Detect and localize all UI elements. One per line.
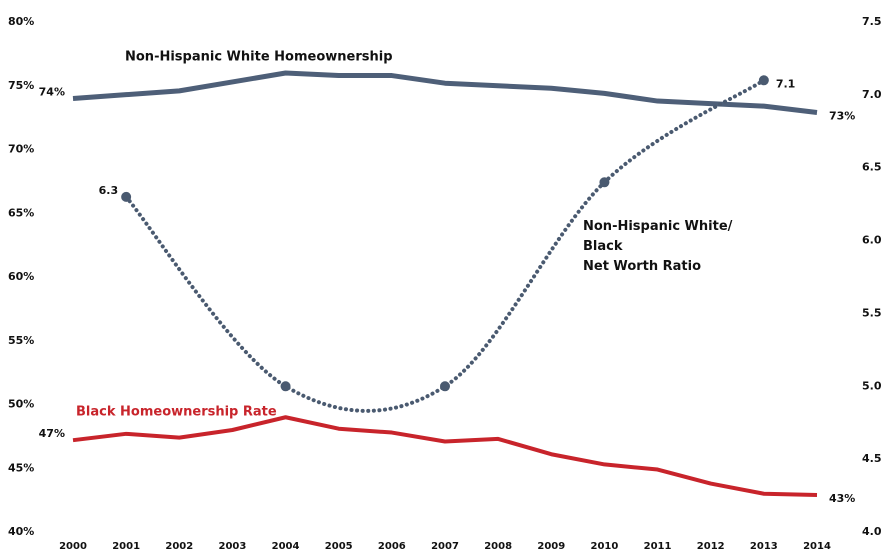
x-tick-label: 2011 (644, 541, 672, 552)
y-tick-label: 45% (8, 461, 34, 474)
series-annotation: Non-Hispanic White/Black Net Worth Ratio (583, 219, 733, 274)
annotation-line: Non-Hispanic White/ (583, 219, 733, 234)
ratio-point (758, 75, 769, 86)
ratio-point (440, 381, 450, 392)
y-tick-label: 65% (8, 206, 34, 219)
ratio-point (121, 191, 132, 202)
value-label: 43% (829, 492, 855, 505)
x-tick-label: 2005 (325, 541, 353, 552)
ratio-point (280, 381, 291, 392)
ratio-point (599, 177, 610, 188)
y-tick-label: 80% (8, 15, 34, 28)
x-tick-label: 2000 (59, 541, 87, 552)
value-label: 6.3 (99, 184, 119, 197)
value-label: 74% (39, 86, 65, 99)
x-tick-label: 2006 (378, 541, 406, 552)
value-label: 7.1 (776, 77, 796, 90)
series-annotation: Black Homeownership Rate (76, 405, 277, 420)
series-line (72, 70, 818, 116)
x-tick-label: 2012 (697, 541, 725, 552)
annotation-line: Black (583, 239, 623, 254)
x-tick-label: 2010 (591, 541, 619, 552)
x-tick-label: 2003 (219, 541, 247, 552)
x-tick-label: 2013 (750, 541, 778, 552)
value-label: 47% (39, 427, 65, 440)
value-label: 73% (829, 110, 855, 123)
ratio-line (124, 78, 766, 413)
x-tick-label: 2001 (112, 541, 140, 552)
x-tick-label: 2008 (484, 541, 512, 552)
y-tick-label: 60% (8, 270, 34, 283)
y2-tick-label: 7.5 (862, 15, 882, 28)
y-tick-label: 75% (8, 79, 34, 92)
x-tick-label: 2009 (537, 541, 565, 552)
y2-tick-label: 5.0 (862, 379, 882, 392)
x-tick-label: 2014 (803, 541, 831, 552)
y2-tick-label: 6.0 (862, 234, 882, 247)
y2-tick-label: 4.5 (862, 452, 882, 465)
x-tick-label: 2004 (272, 541, 300, 552)
y2-tick-label: 7.0 (862, 88, 882, 101)
y-tick-label: 55% (8, 334, 34, 347)
y2-tick-label: 5.5 (862, 306, 882, 319)
y-tick-label: 70% (8, 143, 34, 156)
series-line (72, 415, 818, 498)
y2-tick-label: 6.5 (862, 161, 882, 174)
annotation-line: Net Worth Ratio (583, 259, 701, 274)
y2-tick-label: 4.0 (862, 525, 882, 538)
x-tick-label: 2002 (165, 541, 193, 552)
series-annotation: Non-Hispanic White Homeownership (125, 50, 393, 65)
y-tick-label: 40% (8, 525, 34, 538)
y-tick-label: 50% (8, 398, 34, 411)
x-tick-label: 2007 (431, 541, 459, 552)
